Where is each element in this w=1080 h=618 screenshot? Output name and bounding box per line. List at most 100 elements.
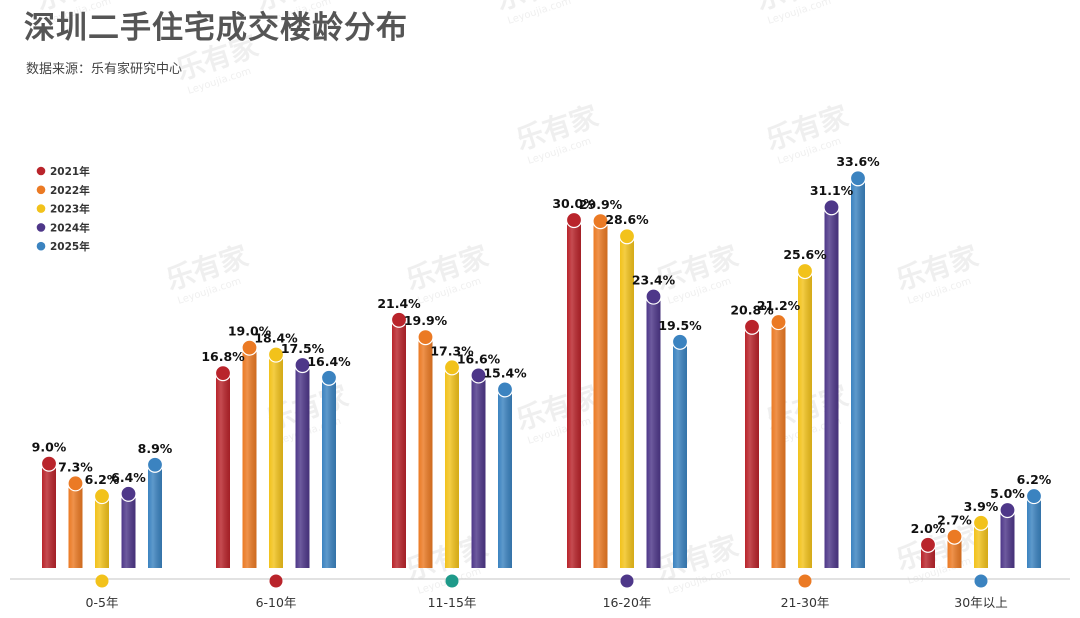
value-label: 3.9% bbox=[964, 499, 999, 514]
bar-cap bbox=[618, 228, 636, 245]
bar-cap bbox=[1025, 487, 1043, 505]
bar-gloss bbox=[269, 354, 283, 568]
value-label: 25.6% bbox=[783, 247, 827, 262]
category-label: 16-20年 bbox=[603, 595, 652, 610]
bar-gloss bbox=[1027, 496, 1041, 568]
value-label: 15.4% bbox=[483, 365, 527, 380]
bar-gloss bbox=[771, 322, 786, 568]
bar-gloss bbox=[471, 375, 486, 568]
value-label: 16.6% bbox=[457, 351, 501, 366]
bars-layer bbox=[40, 170, 1043, 569]
category-marker bbox=[620, 574, 634, 588]
bar-cap bbox=[645, 288, 662, 305]
bar-gloss bbox=[824, 207, 839, 569]
value-label: 6.2% bbox=[85, 472, 120, 487]
bar-cap bbox=[443, 359, 461, 376]
value-label: 2.7% bbox=[937, 513, 972, 528]
bar-cap bbox=[823, 199, 840, 216]
category-markers-layer bbox=[95, 574, 988, 588]
value-label: 29.9% bbox=[579, 197, 623, 212]
category-label: 21-30年 bbox=[781, 595, 830, 610]
bar-gloss bbox=[68, 483, 83, 568]
bar-cap bbox=[919, 536, 937, 553]
legend-label: 2025年 bbox=[50, 240, 90, 253]
category-label: 30年以上 bbox=[954, 595, 1007, 610]
value-label: 5.0% bbox=[990, 486, 1025, 501]
bar-cap bbox=[565, 211, 583, 229]
value-label: 17.3% bbox=[430, 343, 474, 358]
value-label: 6.2% bbox=[1017, 472, 1052, 487]
value-label: 2.0% bbox=[911, 521, 946, 536]
bar-cap bbox=[743, 318, 761, 335]
bar-gloss bbox=[1000, 510, 1015, 568]
legend-label: 2024年 bbox=[50, 221, 90, 234]
category-marker bbox=[95, 574, 109, 588]
category-label: 0-5年 bbox=[86, 595, 119, 610]
bar-cap bbox=[93, 487, 111, 505]
bar-gloss bbox=[798, 271, 812, 568]
value-label: 23.4% bbox=[632, 273, 676, 288]
chart-title: 深圳二手住宅成交楼龄分布 bbox=[24, 10, 408, 46]
bar-cap bbox=[592, 213, 609, 230]
value-label: 31.1% bbox=[810, 183, 854, 198]
bar-gloss bbox=[745, 326, 759, 568]
value-label: 8.9% bbox=[138, 441, 173, 456]
legend-label: 2022年 bbox=[50, 184, 90, 197]
bar-cap bbox=[417, 329, 434, 346]
value-label: 7.3% bbox=[58, 459, 93, 474]
bar-gloss bbox=[148, 464, 162, 568]
legend-marker bbox=[36, 223, 46, 232]
bar-gloss bbox=[95, 496, 109, 568]
value-label: 33.6% bbox=[836, 154, 880, 169]
bar-cap bbox=[214, 365, 232, 382]
bar-cap bbox=[470, 367, 487, 384]
category-marker bbox=[798, 574, 812, 588]
bar-gloss bbox=[947, 536, 962, 568]
value-label: 21.2% bbox=[757, 298, 801, 313]
category-label: 11-15年 bbox=[428, 595, 477, 610]
bar-gloss bbox=[216, 373, 230, 568]
bar-gloss bbox=[567, 220, 581, 568]
bar-cap bbox=[267, 346, 285, 363]
bar-gloss bbox=[242, 347, 257, 568]
bar-gloss bbox=[392, 319, 406, 568]
bar-cap bbox=[671, 333, 689, 350]
bar-cap bbox=[146, 456, 164, 473]
bar-cap bbox=[946, 528, 963, 545]
category-marker bbox=[445, 574, 459, 588]
bar-gloss bbox=[646, 296, 661, 568]
bar-cap bbox=[972, 514, 990, 531]
value-label: 19.0% bbox=[228, 324, 272, 339]
bar-cap bbox=[770, 313, 787, 331]
bar-cap bbox=[796, 262, 814, 280]
bar-cap bbox=[390, 311, 408, 328]
value-label: 28.6% bbox=[605, 212, 649, 227]
chart-source: 数据来源：乐有家研究中心 bbox=[26, 62, 183, 77]
value-labels-layer: 9.0%7.3%6.2%6.4%8.9%16.8%19.0%18.4%17.5%… bbox=[32, 154, 1052, 536]
bar-cap bbox=[496, 381, 514, 398]
bar-cap bbox=[241, 339, 258, 356]
value-label: 16.8% bbox=[201, 349, 245, 364]
category-labels-layer: 0-5年 6-10年 11-15年 16-20年 21-30年 30年以上 bbox=[86, 595, 1008, 610]
bar-cap bbox=[67, 475, 84, 492]
legend-marker bbox=[36, 241, 46, 251]
legend-marker bbox=[36, 204, 46, 213]
value-label: 18.4% bbox=[254, 331, 298, 346]
legend-label: 2023年 bbox=[50, 203, 90, 216]
value-label: 30.0% bbox=[552, 196, 596, 211]
bar-cap bbox=[120, 485, 137, 502]
bar-gloss bbox=[974, 522, 988, 568]
bar-gloss bbox=[121, 493, 136, 568]
bar-gloss bbox=[445, 367, 459, 568]
value-label: 6.4% bbox=[111, 470, 146, 485]
bar-gloss bbox=[322, 377, 336, 568]
bar-cap bbox=[294, 356, 311, 374]
